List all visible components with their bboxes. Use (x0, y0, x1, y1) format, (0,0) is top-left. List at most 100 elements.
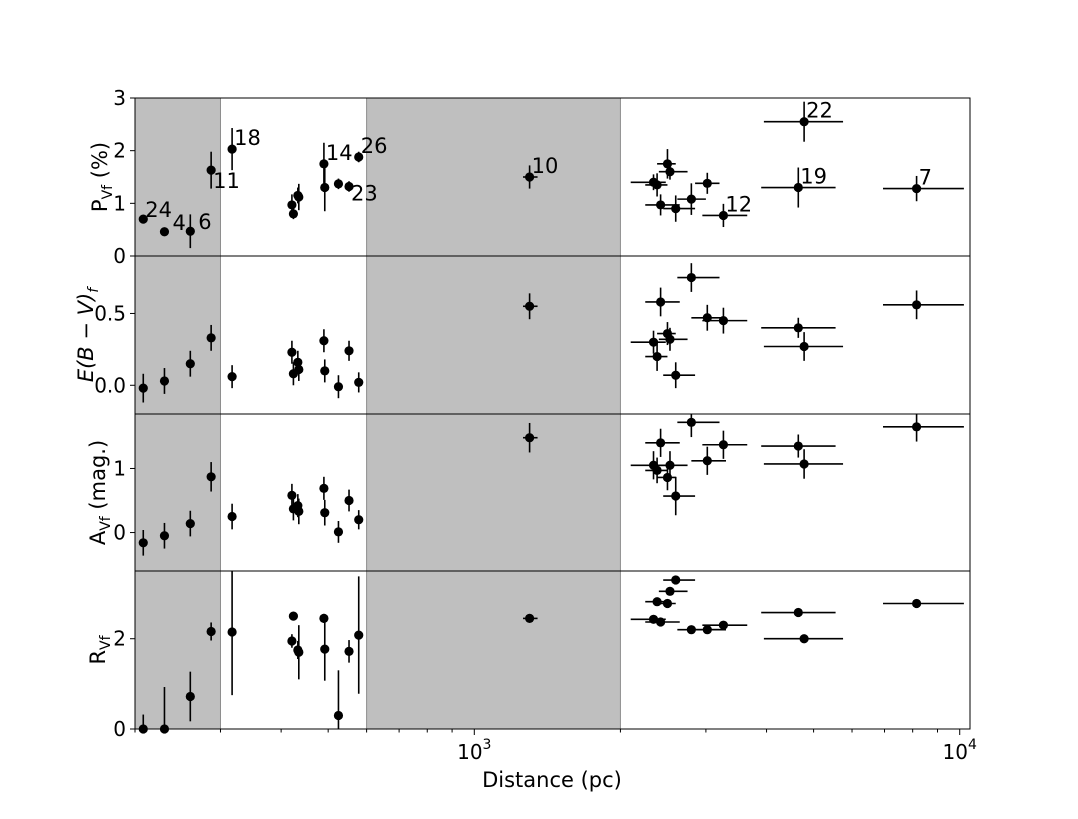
data-point (227, 511, 237, 522)
point-label: 19 (800, 165, 827, 189)
data-point (288, 611, 299, 621)
point-label: 18 (234, 126, 261, 150)
data-point (333, 710, 344, 721)
data-point (206, 626, 216, 637)
data-point (320, 366, 330, 376)
point-label: 11 (213, 169, 240, 193)
data-point (793, 441, 803, 451)
data-point (652, 597, 662, 607)
data-point (185, 518, 195, 529)
data-point (206, 333, 216, 343)
data-point (138, 214, 148, 224)
y-tick-label: 0.5 (94, 301, 126, 325)
point-label: 14 (326, 141, 353, 165)
data-point (227, 372, 237, 382)
data-point (354, 630, 364, 640)
data-point (288, 209, 299, 219)
data-point (294, 506, 304, 517)
data-point (793, 607, 803, 618)
y-axis-label: PVf (%) (88, 142, 116, 212)
data-point (159, 376, 170, 386)
data-point (718, 620, 729, 630)
data-point (320, 644, 330, 654)
y-axis-label: E(B − V)f (74, 286, 102, 382)
data-point (319, 159, 329, 169)
data-point (319, 613, 329, 624)
y-axis-label: RVf (86, 634, 114, 664)
data-point (138, 383, 148, 393)
data-point (319, 483, 329, 493)
x-tick-label: 103 (457, 737, 491, 764)
data-point (227, 144, 237, 154)
point-label: 7 (919, 166, 932, 190)
data-point (686, 194, 696, 204)
data-point (799, 341, 809, 352)
data-point (287, 347, 297, 357)
data-point (354, 152, 364, 162)
data-point (799, 634, 809, 644)
data-point (911, 422, 922, 432)
data-point (656, 438, 666, 448)
x-tick-label: 104 (943, 737, 977, 764)
data-point (652, 180, 662, 190)
data-point (185, 691, 195, 702)
data-point (656, 200, 666, 210)
data-point (525, 301, 535, 311)
data-point (671, 204, 681, 214)
data-point (294, 192, 304, 202)
data-point (702, 178, 712, 188)
panel-ebv: 0.0 0.5E(B − V)f (74, 255, 971, 415)
point-label: 24 (145, 198, 172, 222)
data-point (138, 538, 148, 548)
data-point (159, 227, 170, 237)
data-point (344, 646, 354, 656)
data-point (354, 377, 364, 387)
data-point (185, 226, 195, 236)
y-tick-label: 0 (113, 717, 126, 741)
data-point (718, 316, 729, 326)
data-point (294, 647, 304, 657)
point-label: 22 (806, 99, 833, 123)
data-point (319, 336, 329, 346)
data-point (671, 370, 681, 380)
y-tick-label: 0.0 (94, 373, 126, 397)
data-point (287, 636, 297, 646)
y-tick-label: 2 (113, 627, 126, 651)
data-point (702, 456, 712, 466)
data-point (718, 440, 729, 450)
point-label: 23 (351, 181, 378, 205)
data-point (793, 323, 803, 333)
x-axis-label: Distance (pc) (482, 768, 622, 792)
data-point (911, 598, 922, 609)
data-point (333, 179, 344, 189)
data-point (344, 495, 354, 506)
data-point (344, 181, 354, 192)
data-point (525, 172, 535, 182)
data-point (294, 364, 304, 375)
data-point (652, 351, 662, 362)
data-point (799, 459, 809, 469)
data-point (671, 575, 681, 585)
point-label: 26 (361, 134, 388, 158)
point-label: 12 (725, 192, 752, 216)
data-point (686, 272, 696, 283)
data-point (333, 382, 344, 392)
data-point (911, 300, 922, 310)
data-point (287, 490, 297, 500)
data-point (333, 527, 344, 537)
data-point (206, 165, 216, 175)
data-point (656, 617, 666, 627)
data-point (320, 508, 330, 518)
data-point (799, 117, 809, 127)
data-point (206, 472, 216, 482)
data-point (718, 210, 729, 221)
point-label: 4 (172, 211, 185, 235)
y-tick-label: 1 (113, 456, 126, 480)
data-point (525, 433, 535, 443)
data-point (354, 515, 364, 525)
panel-frame (134, 570, 971, 730)
point-label: 6 (198, 210, 211, 234)
